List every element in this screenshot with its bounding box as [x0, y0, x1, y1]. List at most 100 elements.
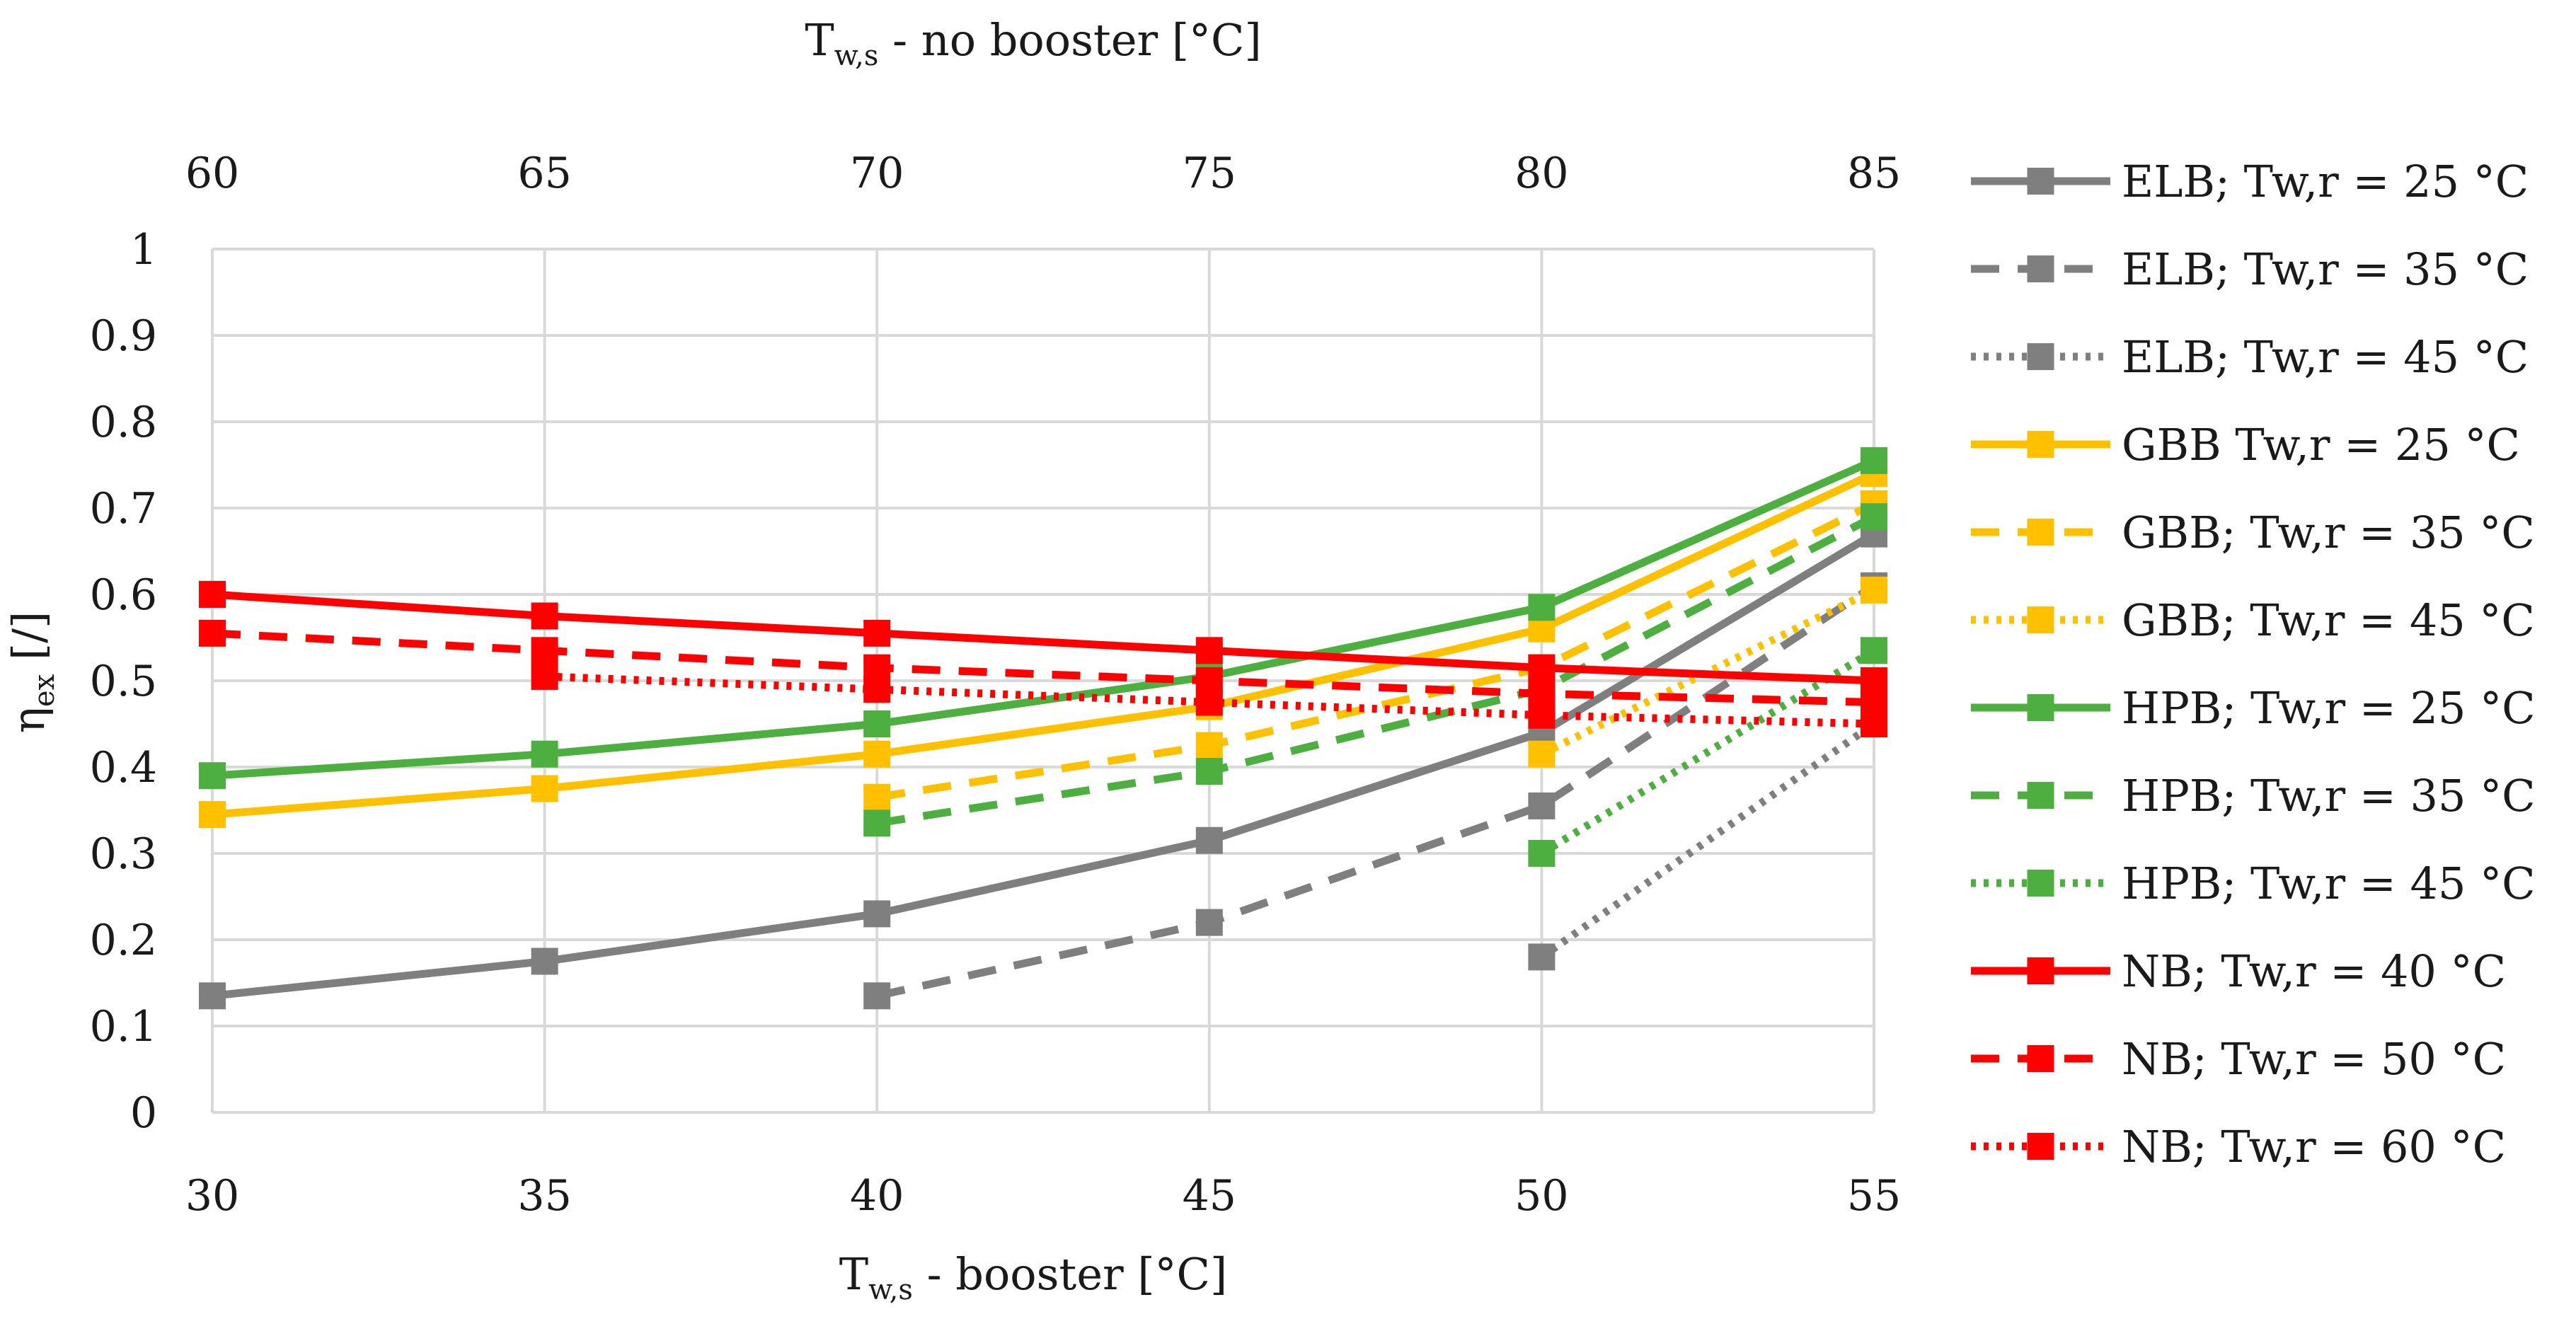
legend-item: ELB; Tw,r = 45 °C [1971, 331, 2529, 383]
legend-item: HPB; Tw,r = 35 °C [1971, 770, 2536, 822]
series-line [1539, 720, 1877, 960]
data-point [1528, 943, 1556, 971]
series-8 [1528, 637, 1887, 867]
data-point [199, 801, 226, 829]
legend-item: NB; Tw,r = 60 °C [1971, 1121, 2506, 1173]
data-point [199, 762, 226, 790]
data-point [1195, 758, 1223, 785]
series-line [212, 456, 1876, 780]
series-line [212, 530, 1876, 1000]
x2-tick-label: 80 [1514, 149, 1568, 198]
x-tick-label: 35 [517, 1171, 571, 1221]
legend-item: GBB; Tw,r = 45 °C [1971, 594, 2535, 646]
data-point [1528, 740, 1556, 768]
data-point [1528, 701, 1556, 729]
legend-marker [2027, 343, 2054, 370]
series-5 [1528, 576, 1887, 768]
series-line [212, 470, 1876, 819]
x2-tick-label: 65 [517, 149, 571, 198]
legend-marker [2027, 782, 2054, 809]
x2-tick-label: 60 [185, 149, 239, 198]
data-point [1195, 909, 1223, 936]
plot-series [199, 447, 1887, 1010]
y-tick-label: 0.5 [90, 657, 157, 706]
x2-tick-label: 70 [850, 149, 904, 198]
data-point [1861, 637, 1887, 664]
data-point [1195, 637, 1223, 664]
legend-marker [2027, 1133, 2054, 1160]
legend-label: GBB; Tw,r = 45 °C [2122, 594, 2535, 646]
data-point [1528, 654, 1556, 681]
legend-marker [2027, 870, 2054, 897]
data-point [531, 740, 558, 768]
legend-label: NB; Tw,r = 60 °C [2122, 1121, 2506, 1173]
x2-tick-label: 85 [1847, 149, 1901, 198]
data-point [199, 619, 226, 647]
data-point [1861, 710, 1887, 737]
series-line [876, 500, 1876, 802]
x2-axis-title: Tw,s - no booster [°C] [805, 14, 1261, 72]
series-line [212, 590, 1875, 685]
data-point [531, 662, 558, 690]
data-point [863, 740, 891, 768]
series-6 [199, 447, 1887, 790]
x-tick-label: 50 [1514, 1171, 1568, 1221]
y-tick-label: 0 [130, 1088, 157, 1138]
data-point [531, 602, 558, 630]
legend-label: GBB Tw,r = 25 °C [2122, 419, 2520, 471]
data-point [1528, 840, 1556, 867]
data-point [531, 775, 558, 802]
legend-item: ELB; Tw,r = 25 °C [1971, 156, 2529, 207]
data-point [531, 637, 558, 664]
y-tick-label: 0.2 [90, 916, 157, 965]
y-tick-label: 0.1 [90, 1002, 157, 1052]
y-tick-label: 0.7 [90, 484, 157, 534]
data-point [863, 676, 891, 703]
x-tick-label: 30 [185, 1171, 239, 1221]
legend-marker [2027, 168, 2054, 195]
data-point [1861, 447, 1887, 474]
x2-tick-label: 75 [1183, 149, 1236, 198]
legend-marker [2027, 1045, 2054, 1072]
legend-marker [2027, 255, 2054, 282]
x-tick-label: 45 [1183, 1171, 1236, 1221]
legend-label: ELB; Tw,r = 35 °C [2122, 243, 2529, 295]
legend-label: GBB; Tw,r = 35 °C [2122, 507, 2535, 558]
y-tick-label: 0.9 [90, 311, 157, 361]
y-tick-label: 0.4 [90, 743, 157, 793]
legend-item: GBB; Tw,r = 35 °C [1971, 507, 2535, 558]
data-point [863, 900, 891, 928]
series-9 [199, 581, 1887, 694]
y-axis-title: ηex [/] [3, 611, 61, 733]
legend-label: NB; Tw,r = 50 °C [2122, 1033, 2506, 1085]
y-tick-label: 0.8 [90, 398, 157, 447]
legend-item: NB; Tw,r = 50 °C [1971, 1033, 2506, 1085]
data-point [199, 581, 226, 608]
x-axis-title: Tw,s - booster [°C] [839, 1248, 1227, 1306]
legend: ELB; Tw,r = 25 °C ELB; Tw,r = 35 °C ELB; T… [1971, 156, 2536, 1173]
legend-marker [2027, 519, 2054, 546]
legend-marker [2027, 606, 2054, 633]
series-line [1539, 586, 1876, 758]
data-point [1195, 689, 1223, 716]
data-point [863, 783, 891, 811]
data-point [863, 619, 891, 647]
legend-label: HPB; Tw,r = 25 °C [2122, 682, 2536, 734]
data-point [863, 710, 891, 737]
series-11 [531, 662, 1887, 737]
legend-item: NB; Tw,r = 40 °C [1971, 945, 2506, 997]
axis-ticks: 0 0.1 0.2 0.3 0.4 0.5 0.6 0.7 0.8 0.9 1 30 35 40 45 50 5… [90, 149, 1902, 1221]
legend-item: HPB; Tw,r = 45 °C [1971, 858, 2536, 909]
legend-label: HPB; Tw,r = 45 °C [2122, 858, 2536, 909]
y-tick-label: 0.6 [90, 570, 157, 620]
data-point [1195, 732, 1223, 759]
legend-marker [2027, 694, 2054, 721]
y-tick-label: 1 [130, 225, 157, 275]
series-line [1539, 647, 1876, 857]
legend-item: ELB; Tw,r = 35 °C [1971, 243, 2529, 295]
x-tick-label: 40 [850, 1171, 904, 1221]
legend-label: ELB; Tw,r = 45 °C [2122, 331, 2529, 383]
legend-label: ELB; Tw,r = 25 °C [2122, 156, 2529, 207]
legend-item: GBB Tw,r = 25 °C [1971, 419, 2520, 471]
